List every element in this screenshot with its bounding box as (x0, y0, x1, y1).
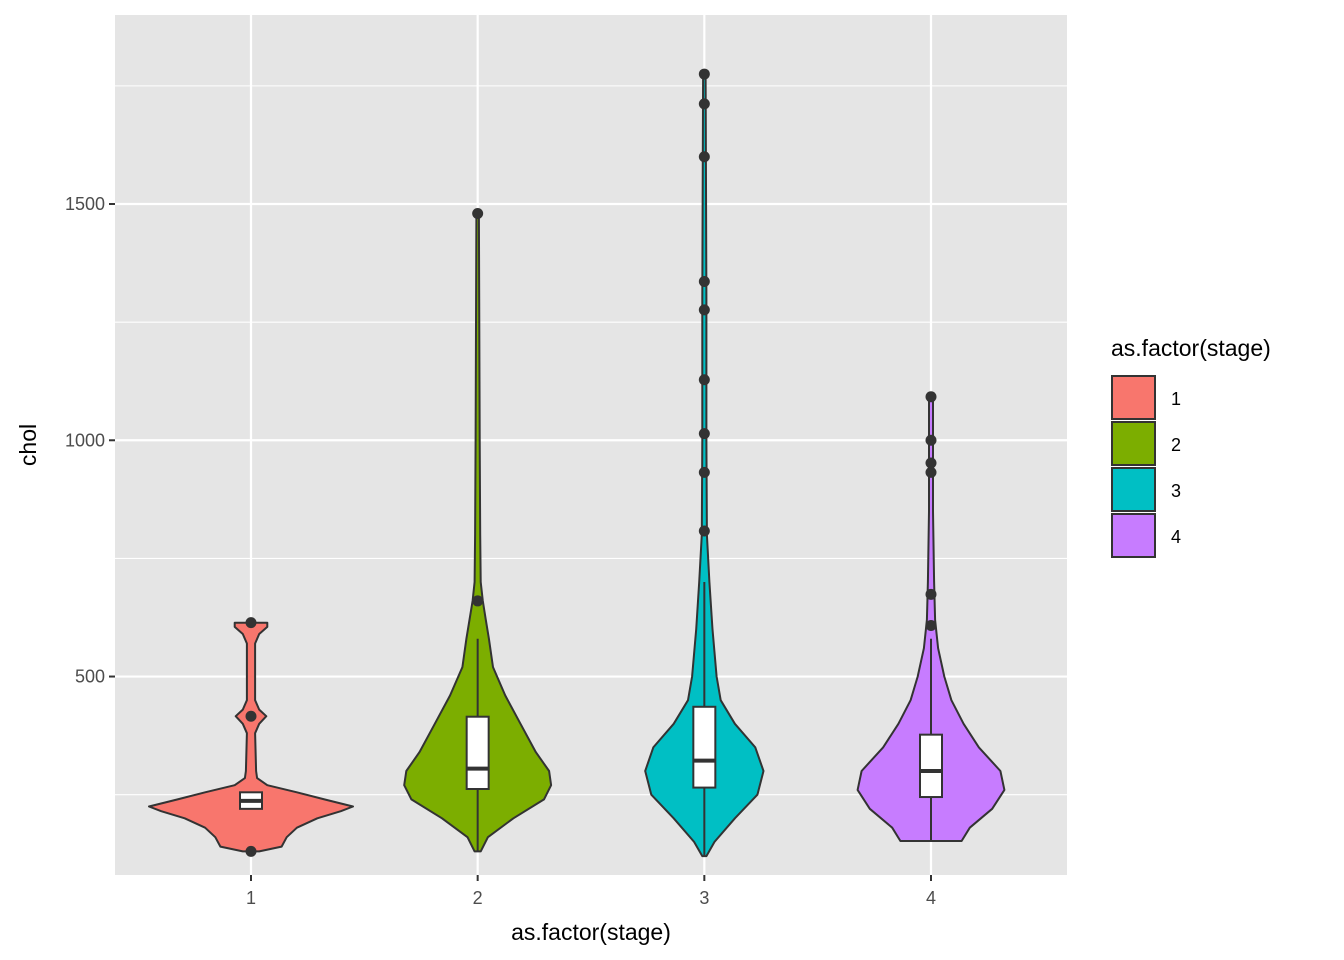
legend-label-1: 1 (1171, 389, 1181, 409)
outlier-point (245, 617, 257, 629)
x-axis: 1 2 3 4 (246, 875, 936, 908)
legend-swatch-3 (1111, 467, 1156, 512)
boxplots (239, 582, 943, 857)
outlier-point (472, 595, 484, 607)
y-axis: 500 1000 1500 (65, 194, 115, 687)
legend-title: as.factor(stage) (1111, 335, 1271, 361)
outlier-point (698, 276, 710, 288)
outlier-point (698, 304, 710, 316)
outlier-point (698, 68, 710, 80)
outlier-point (925, 588, 937, 600)
legend-swatch-2 (1111, 421, 1156, 466)
outlier-point (925, 434, 937, 446)
outlier-point (698, 428, 710, 440)
box-stage-2 (465, 715, 490, 791)
legend-swatch-1 (1111, 375, 1156, 420)
legend-label-3: 3 (1171, 481, 1181, 501)
box-stage-3 (692, 705, 717, 789)
x-tick-label: 2 (473, 888, 483, 908)
x-tick-label: 4 (926, 888, 936, 908)
y-tick-label: 1500 (65, 194, 105, 214)
outlier-point (925, 620, 937, 632)
legend-label-4: 4 (1171, 527, 1181, 547)
outlier-point (925, 391, 937, 403)
outlier-point (472, 207, 484, 219)
box-stage-4 (919, 733, 943, 799)
outlier-points (245, 68, 937, 857)
legend-swatch-4 (1111, 513, 1156, 558)
outlier-point (245, 845, 257, 857)
y-tick-label: 1000 (65, 430, 105, 450)
outlier-point (245, 710, 257, 722)
outlier-point (698, 466, 710, 478)
outlier-point (698, 374, 710, 386)
x-tick-label: 1 (246, 888, 256, 908)
x-axis-title: as.factor(stage) (511, 919, 671, 945)
x-tick-label: 3 (699, 888, 709, 908)
legend: as.factor(stage) 1 2 3 4 (1111, 335, 1271, 558)
legend-label-2: 2 (1171, 435, 1181, 455)
violin-stage-1 (148, 621, 354, 853)
outlier-point (925, 457, 937, 469)
outlier-point (698, 525, 710, 537)
outlier-point (698, 98, 710, 110)
outlier-point (698, 151, 710, 163)
outlier-point (925, 466, 937, 478)
y-axis-title: chol (15, 424, 41, 466)
y-tick-label: 500 (75, 667, 105, 687)
